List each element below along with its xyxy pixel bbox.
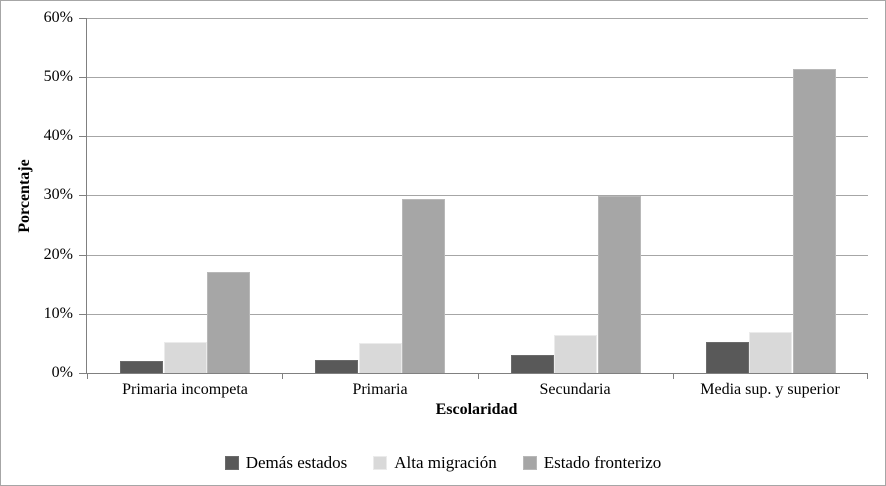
x-category-label: Secundaria [539, 381, 611, 398]
x-tick [867, 373, 868, 379]
gridline [87, 18, 868, 19]
y-tick-label: 50% [43, 68, 73, 85]
legend-swatch [373, 456, 388, 470]
legend: Demás estados Alta migración Estado fronte… [1, 451, 885, 475]
legend-swatch [522, 456, 537, 470]
legend-swatch [224, 456, 239, 470]
legend-label: Alta migración [394, 453, 497, 472]
bar [315, 360, 358, 373]
bar [598, 196, 641, 373]
gridline [87, 255, 868, 256]
bar [554, 335, 597, 373]
bar [402, 199, 445, 373]
gridline [87, 195, 868, 196]
y-tick-label: 60% [43, 9, 73, 26]
bar [511, 355, 554, 373]
gridline [87, 314, 868, 315]
y-tick [79, 136, 87, 137]
bar [207, 272, 250, 373]
x-tick [282, 373, 283, 379]
gridline [87, 77, 868, 78]
y-tick [79, 195, 87, 196]
legend-label: Estado fronterizo [543, 453, 662, 472]
legend-label: Demás estados [245, 453, 348, 472]
x-tick [87, 373, 88, 379]
y-tick-label: 20% [43, 246, 73, 263]
x-tick [673, 373, 674, 379]
gridline [87, 136, 868, 137]
x-category-label: Primaria [352, 381, 408, 398]
bar [793, 69, 836, 373]
y-tick-label: 30% [43, 186, 73, 203]
legend-item: Estado fronterizo [522, 453, 662, 473]
bar [164, 342, 207, 373]
bar [706, 342, 749, 373]
y-tick-label: 40% [43, 127, 73, 144]
y-tick [79, 77, 87, 78]
bar [749, 332, 792, 373]
legend-item: Demás estados [224, 453, 348, 473]
x-tick [478, 373, 479, 379]
y-tick [79, 373, 87, 374]
bar [359, 343, 402, 373]
y-tick-label: 10% [43, 305, 73, 322]
x-category-label: Primaria incompeta [122, 381, 248, 398]
legend-item: Alta migración [373, 453, 497, 473]
plot-area: 0% 10% 20% 30% 40% 50% 60% Primaria incompeta Pr… [44, 9, 868, 398]
x-category-label: Media sup. y superior [700, 381, 840, 398]
y-tick [79, 255, 87, 256]
y-tick [79, 314, 87, 315]
bar [120, 361, 163, 373]
y-tick [79, 18, 87, 19]
x-axis-title: Escolaridad [435, 401, 518, 418]
y-tick-label: 0% [51, 364, 73, 381]
